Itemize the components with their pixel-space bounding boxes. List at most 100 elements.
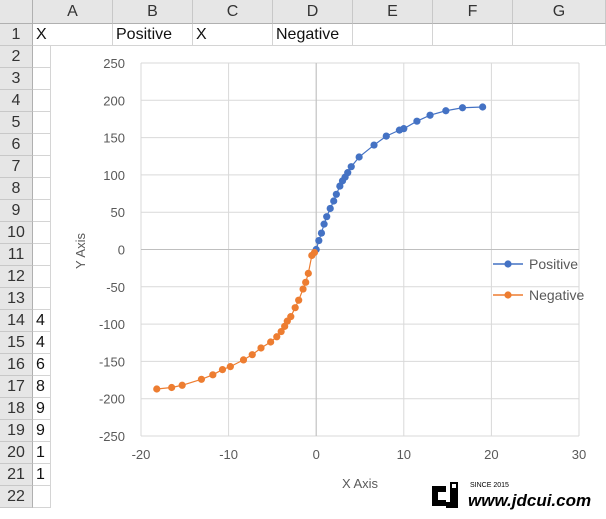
data-point-positive[interactable] — [317, 229, 326, 237]
cell-b1[interactable]: Positive — [113, 24, 193, 46]
column-header-g[interactable]: G — [513, 0, 606, 24]
data-point-negative[interactable] — [248, 351, 256, 359]
column-header-a[interactable]: A — [33, 0, 113, 24]
data-point-positive[interactable] — [323, 213, 331, 221]
cell-a8[interactable] — [33, 178, 51, 200]
cell-a16[interactable]: 6 — [33, 354, 51, 376]
legend[interactable]: Positive Negative — [493, 256, 584, 303]
row-header-22[interactable]: 22 — [0, 486, 33, 508]
cell-a1[interactable]: X — [33, 24, 113, 46]
cell-a20[interactable]: 1 — [33, 442, 51, 464]
data-point-positive[interactable] — [382, 132, 390, 140]
cell-d1[interactable]: Negative — [273, 24, 353, 46]
cell-g1[interactable] — [513, 24, 606, 46]
data-point-negative[interactable] — [257, 344, 265, 352]
cell-f1[interactable] — [433, 24, 513, 46]
cell-a22[interactable] — [33, 486, 51, 508]
cell-a4[interactable] — [33, 90, 51, 112]
row-header-4[interactable]: 4 — [0, 90, 33, 112]
row-header-15[interactable]: 15 — [0, 332, 33, 354]
tick-labels: -20 -10 0 10 20 30250200150100500-50-100-150-… — [99, 56, 586, 462]
row-header-19[interactable]: 19 — [0, 420, 33, 442]
column-header-d[interactable]: D — [273, 0, 353, 24]
cell-a19[interactable]: 9 — [33, 420, 51, 442]
data-point-negative[interactable] — [226, 363, 234, 371]
cell-a21[interactable]: 1 — [33, 464, 51, 486]
row-header-13[interactable]: 13 — [0, 288, 33, 310]
cell-e1[interactable] — [353, 24, 433, 46]
column-header-b[interactable]: B — [113, 0, 193, 24]
cell-a11[interactable] — [33, 244, 51, 266]
data-point-negative[interactable] — [267, 338, 275, 346]
row-header-11[interactable]: 11 — [0, 244, 33, 266]
data-point-positive[interactable] — [442, 107, 450, 115]
data-point-positive[interactable] — [315, 236, 323, 245]
data-point-negative[interactable] — [197, 375, 206, 383]
data-point-positive[interactable] — [400, 125, 408, 133]
data-point-positive[interactable] — [413, 117, 421, 125]
data-point-positive[interactable] — [458, 104, 467, 112]
row-header-5[interactable]: 5 — [0, 112, 33, 134]
data-point-positive[interactable] — [370, 141, 378, 149]
data-point-positive[interactable] — [344, 169, 352, 177]
data-point-positive[interactable] — [355, 153, 363, 161]
cell-a2[interactable] — [33, 46, 51, 68]
row-header-16[interactable]: 16 — [0, 354, 33, 376]
row-header-3[interactable]: 3 — [0, 68, 33, 90]
row-header-9[interactable]: 9 — [0, 200, 33, 222]
column-header-f[interactable]: F — [433, 0, 513, 24]
row-header-20[interactable]: 20 — [0, 442, 33, 464]
data-point-positive[interactable] — [332, 190, 340, 198]
select-all-corner[interactable] — [0, 0, 33, 24]
row-header-10[interactable]: 10 — [0, 222, 33, 244]
data-point-positive[interactable] — [320, 220, 328, 228]
cell-a18[interactable]: 9 — [33, 398, 51, 420]
cell-a15[interactable]: 4 — [33, 332, 51, 354]
data-point-negative[interactable] — [295, 296, 303, 304]
cell-a6[interactable] — [33, 134, 51, 156]
data-point-positive[interactable] — [330, 197, 338, 205]
data-point-negative[interactable] — [273, 333, 281, 341]
column-header-c[interactable]: C — [193, 0, 273, 24]
data-point-negative[interactable] — [291, 304, 299, 312]
cell-a13[interactable] — [33, 288, 51, 310]
data-point-negative[interactable] — [277, 327, 285, 336]
data-point-negative[interactable] — [308, 251, 316, 260]
data-point-positive[interactable] — [426, 111, 434, 119]
row-header-7[interactable]: 7 — [0, 156, 33, 178]
cell-a12[interactable] — [33, 266, 51, 288]
data-point-negative[interactable] — [218, 366, 227, 374]
data-point-positive[interactable] — [479, 103, 487, 111]
row-header-12[interactable]: 12 — [0, 266, 33, 288]
data-point-negative[interactable] — [281, 322, 289, 330]
row-header-18[interactable]: 18 — [0, 398, 33, 420]
cell-a10[interactable] — [33, 222, 51, 244]
cell-a17[interactable]: 8 — [33, 376, 51, 398]
data-point-negative[interactable] — [239, 356, 248, 364]
row-header-8[interactable]: 8 — [0, 178, 33, 200]
row-header-17[interactable]: 17 — [0, 376, 33, 398]
cell-a3[interactable] — [33, 68, 51, 90]
data-point-negative[interactable] — [209, 371, 217, 379]
cell-a9[interactable] — [33, 200, 51, 222]
data-point-positive[interactable] — [326, 204, 334, 213]
data-point-positive[interactable] — [347, 163, 355, 171]
cell-a7[interactable] — [33, 156, 51, 178]
data-point-negative[interactable] — [153, 385, 161, 393]
chart[interactable]: -20 -10 0 10 20 30 250 200 150 100 50 0 -50 -100 -150-… — [51, 46, 606, 514]
row-header-14[interactable]: 14 — [0, 310, 33, 332]
cell-a14[interactable]: 4 — [33, 310, 51, 332]
data-point-negative[interactable] — [168, 383, 176, 392]
data-point-negative[interactable] — [299, 285, 307, 293]
row-header-6[interactable]: 6 — [0, 134, 33, 156]
data-point-negative[interactable] — [302, 278, 310, 286]
x-tick-label: -10 — [219, 447, 238, 462]
cell-a5[interactable] — [33, 112, 51, 134]
data-point-negative[interactable] — [178, 381, 186, 389]
column-header-e[interactable]: E — [353, 0, 433, 24]
row-header-1[interactable]: 1 — [0, 24, 33, 46]
cell-c1[interactable]: X — [193, 24, 273, 46]
row-header-21[interactable]: 21 — [0, 464, 33, 486]
row-header-2[interactable]: 2 — [0, 46, 33, 68]
data-point-negative[interactable] — [304, 269, 312, 277]
